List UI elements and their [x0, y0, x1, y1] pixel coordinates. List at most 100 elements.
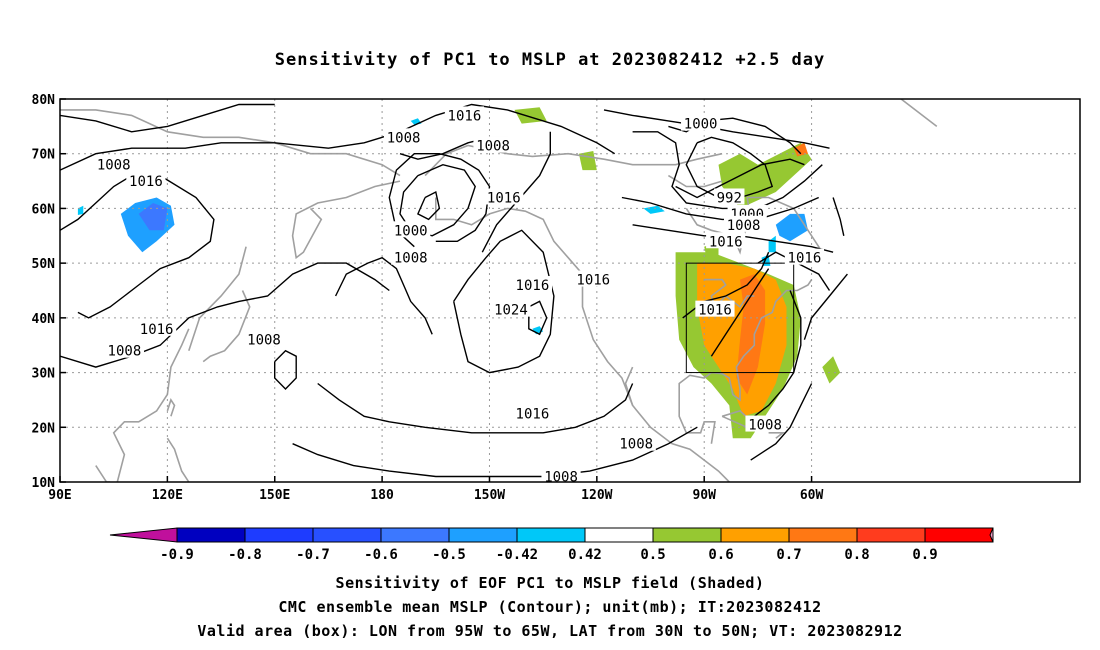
mslp-contour-line — [481, 131, 551, 253]
contour-label-bg — [244, 330, 284, 347]
colorbar-right-cap — [989, 527, 994, 543]
sensitivity-region — [736, 274, 766, 395]
coastline — [678, 394, 716, 444]
contour-label-bg — [444, 106, 485, 123]
lat-label: 30N — [32, 367, 56, 382]
colorbar-segment — [244, 527, 314, 543]
contour-label: 1008 — [387, 130, 421, 146]
coastline — [435, 197, 730, 482]
longitude-labels: 90E 120E 150E 180 150W 120W 90W 60W — [48, 476, 823, 503]
contour-label: 992 — [717, 190, 742, 206]
sensitivity-region — [77, 205, 84, 215]
contour-label-bg — [695, 300, 735, 317]
mslp-contour-line — [60, 103, 616, 171]
contour-label-bg — [706, 232, 746, 249]
contour-label: 1008 — [619, 437, 653, 453]
latitude-labels: 80N 70N 60N 50N 40N 30N 20N 10N — [32, 93, 66, 491]
contour-label: 1008 — [476, 139, 510, 155]
contour-label-bg — [573, 270, 613, 287]
colorbar-segment — [448, 527, 518, 543]
contour-label-bg — [473, 136, 513, 153]
contour-label: 1016 — [788, 251, 822, 267]
contour-label-bg — [491, 300, 531, 317]
colorbar-label: -0.8 — [228, 547, 262, 563]
contour-label: 1016 — [698, 303, 732, 319]
gridlines — [60, 99, 1080, 482]
mslp-contour-line — [632, 131, 823, 210]
mslp-contour-line — [710, 268, 770, 357]
mslp-contour-line — [399, 163, 476, 237]
contour-label-bg — [541, 467, 581, 484]
valid-area-rectangle — [685, 262, 795, 374]
contour-label: 1000 — [394, 223, 428, 239]
contour-label-bg — [484, 188, 524, 205]
colorbar-label: 0.7 — [776, 547, 801, 563]
colorbar-left-cap — [109, 527, 178, 543]
coastline — [678, 279, 813, 402]
sensitivity-region — [822, 356, 841, 384]
colorbar-label: 0.8 — [844, 547, 869, 563]
coastline — [60, 109, 401, 177]
contour-label-bg — [104, 341, 145, 358]
caption-line-3: Valid area (box): LON from 95W to 65W, L… — [197, 622, 903, 640]
colorbar-label: 0.42 — [568, 547, 602, 563]
contour-label: 1016 — [709, 234, 743, 250]
lon-label: 150E — [259, 488, 290, 503]
mslp-contour-line — [60, 174, 215, 319]
contour-label-bg — [714, 188, 745, 205]
colorbar-segment — [380, 527, 450, 543]
contour-label-bg — [784, 248, 825, 265]
mslp-contour-line — [668, 117, 802, 155]
colorbar: -0.9 -0.8 -0.7 -0.6 -0.5 -0.42 0.42 0.5 0.6 0.7 0.… — [109, 527, 994, 563]
contour-label: 1016 — [487, 190, 521, 206]
plot-title: Sensitivity of PC1 to MSLP at 2023082412… — [274, 50, 826, 70]
contour-label: 1016 — [448, 108, 482, 124]
lat-label: 10N — [32, 476, 56, 491]
lon-label: 120E — [152, 488, 183, 503]
lat-label: 50N — [32, 257, 56, 272]
contour-label-bg — [512, 276, 553, 293]
colorbar-segment — [720, 527, 790, 543]
mslp-contour-line — [388, 153, 491, 248]
contour-label-bg — [391, 221, 431, 238]
contour-label: 1016 — [516, 278, 550, 294]
coastline — [768, 432, 786, 439]
coastline — [95, 465, 111, 482]
mslp-contour-line — [685, 136, 774, 199]
mslp-contour-line — [317, 382, 634, 434]
colorbar-segment — [652, 527, 722, 543]
sensitivity-region — [138, 203, 168, 231]
colorbar-segment — [312, 527, 382, 543]
caption-line-1: Sensitivity of EOF PC1 to MSLP field (Sh… — [335, 574, 765, 592]
colorbar-label: -0.6 — [364, 547, 398, 563]
contour-label-bg — [383, 128, 424, 145]
contour-labels: 1016100810081008101610009921000100810161… — [94, 106, 825, 486]
colorbar-segment — [924, 527, 994, 543]
contour-label-bg — [512, 404, 553, 421]
contour-label: 1000 — [684, 117, 718, 133]
caption-line-2: CMC ensemble mean MSLP (Contour); unit(m… — [278, 598, 822, 616]
valid-area-box — [685, 262, 795, 374]
coastline — [667, 174, 723, 188]
mslp-contour-line — [621, 196, 819, 221]
colorbar-segment — [176, 527, 246, 543]
mslp-contour-line — [453, 229, 555, 374]
colorbar-segment — [516, 527, 586, 543]
contour-label-bg — [616, 434, 656, 451]
colorbar-label: -0.5 — [432, 547, 466, 563]
contour-label-bg — [723, 215, 764, 232]
contour-label: 1008 — [247, 333, 281, 349]
mslp-contour-line — [832, 197, 845, 236]
sensitivity-region — [643, 205, 665, 214]
coastline — [166, 398, 176, 417]
coastline — [424, 144, 723, 177]
lon-label: 90E — [48, 488, 71, 503]
lat-label: 60N — [32, 202, 56, 217]
lon-label: 120W — [581, 488, 612, 503]
sensitivity-region — [793, 142, 808, 157]
lon-label: 150W — [474, 488, 505, 503]
contour-label-bg — [137, 319, 177, 336]
contour-label: 1008 — [727, 218, 761, 234]
colorbar-label: -0.42 — [496, 547, 538, 563]
mslp-contour-line — [274, 349, 297, 391]
